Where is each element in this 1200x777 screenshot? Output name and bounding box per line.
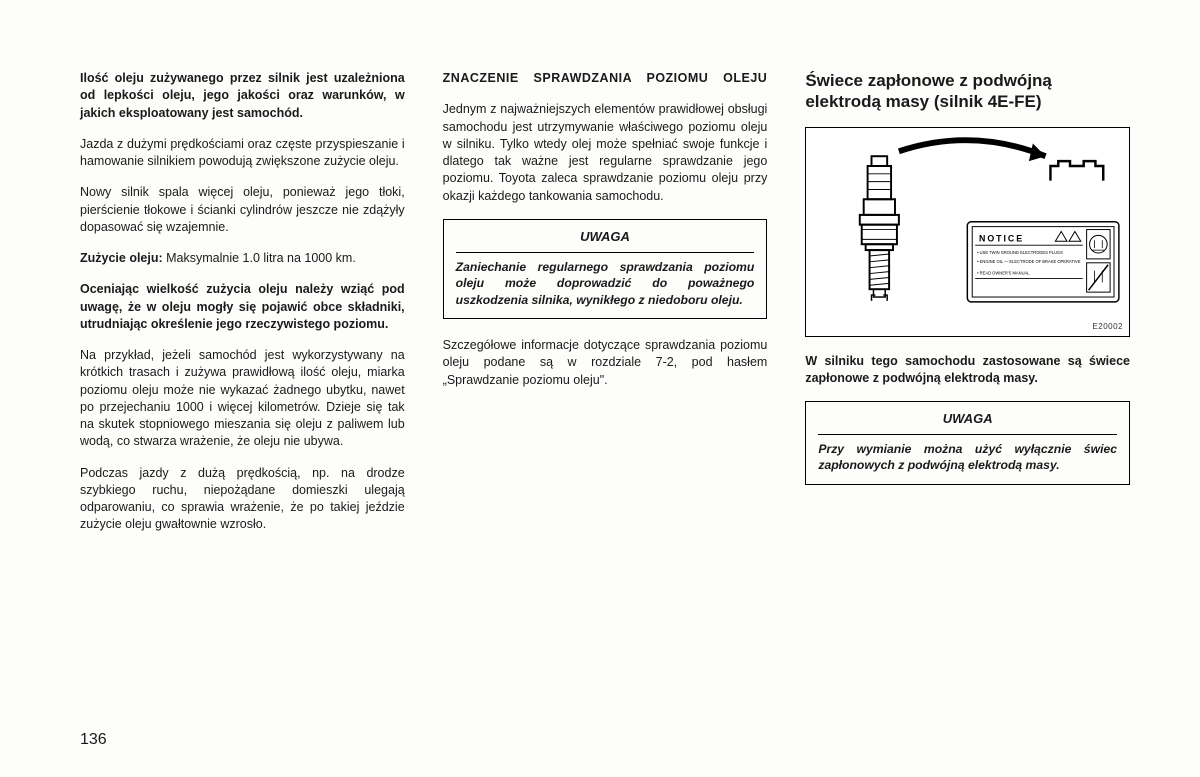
notice-box-oil: UWAGA Zaniechanie regularnego sprawdzani… [443,219,768,319]
para-assess: Oceniając wielkość zużycia oleju należy … [80,281,405,333]
column-left: Ilość oleju zużywanego przez silnik jest… [80,70,405,710]
para-intro: Ilość oleju zużywanego przez silnik jest… [80,70,405,122]
value-consumption: Maksymalnie 1.0 litra na 1000 km. [163,251,356,265]
svg-text:• READ OWNER'S MANUAL: • READ OWNER'S MANUAL [977,270,1030,275]
para-speed: Jazda z dużymi prędkościami oraz częste … [80,136,405,171]
heading-sparkplug: Świece zapłonowe z podwójną elektrodą ma… [805,70,1130,113]
notice-box-plug: UWAGA Przy wymianie można użyć wyłącznie… [805,401,1130,485]
svg-text:• ENGINE OIL — ELECTRODE OF BR: • ENGINE OIL — ELECTRODE OF BRAKE OPERAT… [977,258,1081,263]
para-oil-ref: Szczegółowe informacje dotyczące sprawdz… [443,337,768,389]
figure-sparkplug: NOTICE • USE TWIN GROUND ELECTRODES PLUG… [805,127,1130,337]
para-oil-importance: Jednym z najważniejszych elementów prawi… [443,101,768,205]
notice-body: Zaniechanie regularnego sprawdzania pozi… [456,259,755,308]
notice-body-plug: Przy wymianie można użyć wyłącznie świec… [818,441,1117,474]
notice-card-title: NOTICE [979,233,1024,243]
para-consumption: Zużycie oleju: Maksymalnie 1.0 litra na … [80,250,405,267]
subheading-oil-check: ZNACZENIE SPRAWDZANIA POZIOMU OLEJU [443,70,768,87]
page-columns: Ilość oleju zużywanego przez silnik jest… [80,70,1130,710]
para-highspeed: Podczas jazdy z dużą prędkością, np. na … [80,465,405,534]
column-right: Świece zapłonowe z podwójną elektrodą ma… [805,70,1130,710]
column-middle: ZNACZENIE SPRAWDZANIA POZIOMU OLEJU Jedn… [443,70,768,710]
para-plug-info: W silniku tego samochodu zastosowane są … [805,353,1130,388]
notice-title-plug: UWAGA [818,410,1117,428]
notice-divider-plug [818,434,1117,435]
svg-text:• USE TWIN GROUND ELECTRODES P: • USE TWIN GROUND ELECTRODES PLUGS [977,250,1063,255]
para-example: Na przykład, jeżeli samochód jest wykorz… [80,347,405,451]
para-new-engine: Nowy silnik spala więcej oleju, ponieważ… [80,184,405,236]
notice-title: UWAGA [456,228,755,246]
label-consumption: Zużycie oleju: [80,251,163,265]
figure-label: E20002 [1092,321,1123,332]
notice-divider [456,252,755,253]
sparkplug-illustration: NOTICE • USE TWIN GROUND ELECTRODES PLUG… [806,128,1129,336]
page-number: 136 [80,731,107,749]
